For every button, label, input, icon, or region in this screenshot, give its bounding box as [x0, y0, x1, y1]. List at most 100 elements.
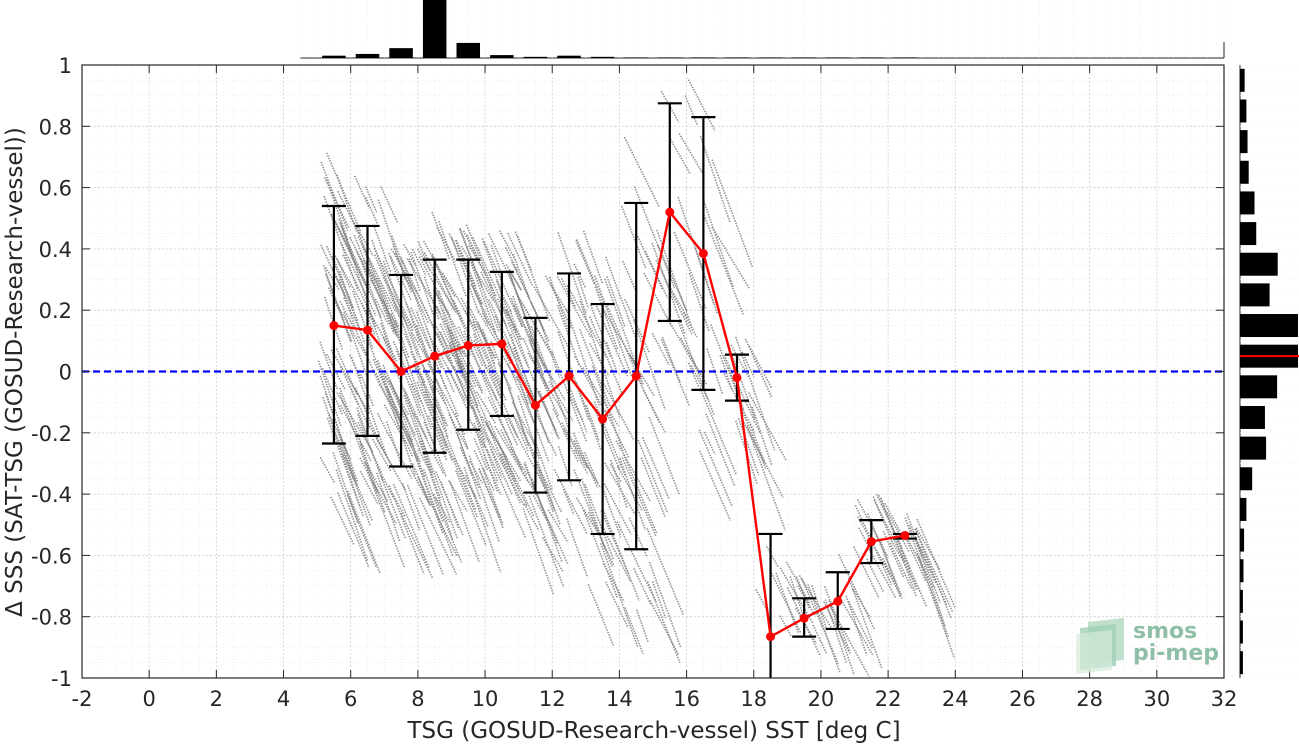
- scatter-track: [604, 256, 639, 343]
- top-histogram-bar: [523, 56, 548, 58]
- scatter-track: [407, 434, 426, 478]
- scatter-track: [371, 239, 413, 348]
- scatter-track: [794, 607, 817, 644]
- x-tick-label: 22: [875, 687, 902, 711]
- scatter-track: [882, 557, 896, 583]
- scatter-track: [516, 375, 550, 463]
- scatter-track: [383, 404, 407, 444]
- mean-point: [363, 325, 372, 335]
- scatter-track: [603, 483, 632, 535]
- scatter-track: [601, 380, 635, 441]
- scatter-track: [453, 457, 477, 498]
- scatter-track: [572, 432, 599, 489]
- mean-point: [631, 371, 641, 381]
- scatter-track: [837, 594, 874, 656]
- top-histogram-bar: [859, 57, 884, 58]
- scatter-track: [477, 321, 503, 386]
- x-tick-label: -2: [72, 687, 93, 711]
- scatter-track: [510, 297, 524, 328]
- scatter-track: [372, 482, 397, 524]
- scatter-track: [483, 454, 502, 496]
- x-tick-label: 10: [472, 687, 499, 711]
- scatter-track: [573, 263, 587, 289]
- scatter-track: [376, 277, 399, 327]
- scatter-track: [527, 352, 568, 420]
- top-histogram-bar: [792, 57, 816, 58]
- scatter-track: [605, 342, 618, 374]
- scatter-track: [504, 247, 519, 272]
- scatter-track: [432, 493, 463, 563]
- scatter-track: [574, 355, 610, 420]
- x-tick-label: 14: [606, 687, 633, 711]
- scatter-track: [496, 441, 535, 517]
- scatter-track: [380, 323, 395, 361]
- scatter-track: [410, 307, 431, 349]
- scatter-track: [468, 400, 499, 483]
- right-histogram-bar: [1240, 68, 1245, 92]
- scatter-track: [411, 248, 427, 277]
- scatter-track: [317, 360, 342, 427]
- top-histogram-bar: [590, 56, 615, 58]
- scatter-track: [583, 452, 599, 484]
- y-tick-label: 0.2: [39, 299, 72, 323]
- scatter-track: [604, 581, 629, 629]
- scatter-track: [411, 463, 431, 505]
- mean-point: [530, 400, 540, 410]
- scatter-track: [565, 518, 589, 578]
- scatter-track: [327, 287, 340, 311]
- scatter-track: [530, 482, 569, 565]
- mean-point: [564, 371, 574, 381]
- scatter-track: [544, 275, 568, 312]
- scatter-track: [604, 409, 630, 459]
- scatter-track: [690, 365, 710, 401]
- scatter-track: [576, 239, 605, 304]
- scatter-track: [505, 309, 518, 333]
- scatter-track: [838, 554, 876, 630]
- scatter-track: [328, 413, 352, 460]
- scatter-track: [602, 563, 625, 603]
- scatter-track: [366, 469, 406, 569]
- scatter-track: [460, 245, 494, 302]
- scatter-track: [564, 375, 588, 432]
- scatter-track: [660, 90, 680, 123]
- x-tick-label: 0: [142, 687, 155, 711]
- scatter-track: [737, 418, 760, 476]
- scatter-track: [866, 546, 897, 599]
- scatter-track: [505, 414, 546, 489]
- scatter-track: [585, 405, 600, 442]
- scatter-track: [482, 467, 504, 525]
- mean-line: [333, 209, 906, 639]
- scatter-track: [687, 362, 700, 388]
- scatter-track: [498, 453, 528, 506]
- scatter-track: [437, 332, 473, 410]
- scatter-track: [579, 300, 621, 417]
- scatter-track: [655, 259, 693, 335]
- scatter-track: [463, 466, 502, 573]
- scatter-track: [324, 266, 341, 292]
- scatter-track: [382, 260, 419, 356]
- scatter-track: [918, 556, 950, 639]
- top-histogram-bar: [355, 53, 380, 58]
- scatter-track: [649, 600, 680, 656]
- scatter-track: [403, 394, 442, 501]
- x-tick-label: 16: [673, 687, 700, 711]
- scatter-track: [587, 584, 615, 646]
- scatter-track: [436, 305, 470, 388]
- scatter-track: [367, 310, 381, 343]
- scatter-track: [359, 470, 380, 506]
- scatter-track: [472, 321, 507, 401]
- scatter-track: [366, 307, 398, 362]
- top-histogram-bar: [758, 57, 783, 58]
- scatter-track: [322, 396, 361, 508]
- scatter-track: [562, 488, 575, 516]
- scatter-track: [321, 368, 343, 415]
- scatter-track: [523, 503, 540, 531]
- x-tick-label: 26: [1009, 687, 1036, 711]
- logo-line2: pi-mep: [1133, 641, 1219, 666]
- scatter-track: [516, 363, 534, 409]
- scatter-track: [528, 335, 548, 374]
- scatter-track: [384, 376, 403, 411]
- scatter-track: [582, 230, 604, 284]
- scatter-track: [723, 354, 761, 434]
- scatter-track: [460, 359, 495, 439]
